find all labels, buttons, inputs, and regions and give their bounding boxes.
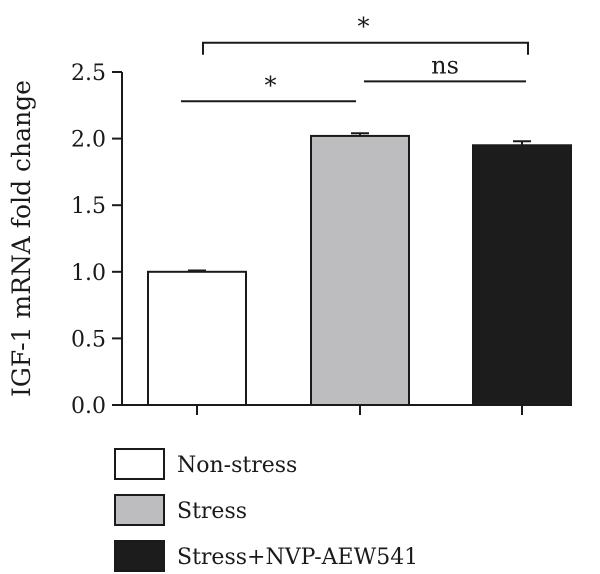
legend-swatch bbox=[114, 448, 165, 480]
significance-annotations: * ns * bbox=[181, 13, 529, 103]
legend-swatch bbox=[114, 494, 165, 526]
y-tick-label: 2.0 bbox=[71, 128, 106, 153]
bars bbox=[147, 134, 572, 406]
legend-swatch bbox=[114, 540, 165, 572]
y-tick-label: 0.0 bbox=[71, 394, 106, 419]
bar-stress-nvp-aew541 bbox=[472, 144, 572, 406]
y-tick-label: 1.0 bbox=[71, 261, 106, 286]
bar-stress bbox=[310, 134, 410, 406]
bar-non-stress bbox=[147, 270, 247, 406]
legend-label: Stress bbox=[177, 499, 247, 524]
significance-bracket: ns bbox=[364, 51, 526, 83]
x-ticks bbox=[196, 405, 523, 415]
y-tick-label: 2.5 bbox=[71, 61, 106, 86]
y-ticks: 0.0 0.5 1.0 1.5 2.0 2.5 bbox=[71, 61, 122, 419]
significance-label: * bbox=[265, 71, 277, 99]
legend: Non-stress Stress Stress+NVP-AEW541 bbox=[114, 448, 418, 572]
significance-label: ns bbox=[431, 51, 459, 79]
legend-item: Stress bbox=[114, 494, 247, 526]
significance-bracket: * bbox=[181, 71, 356, 103]
significance-label: * bbox=[358, 13, 370, 41]
legend-item: Non-stress bbox=[114, 448, 297, 480]
error-bars bbox=[188, 132, 531, 272]
y-tick-label: 0.5 bbox=[71, 327, 106, 352]
legend-label: Stress+NVP-AEW541 bbox=[177, 545, 418, 570]
significance-bracket: * bbox=[202, 13, 529, 55]
y-tick-label: 1.5 bbox=[71, 194, 106, 219]
legend-label: Non-stress bbox=[177, 453, 297, 478]
y-axis-label: IGF-1 mRNA fold change bbox=[7, 80, 36, 397]
legend-item: Stress+NVP-AEW541 bbox=[114, 540, 418, 572]
